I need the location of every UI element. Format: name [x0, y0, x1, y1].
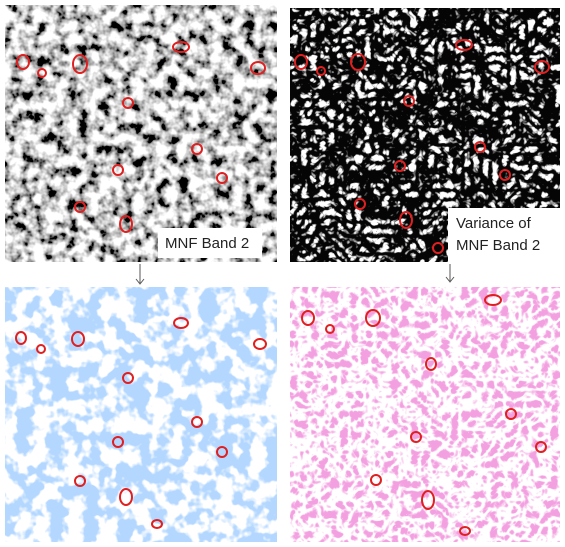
- panel-pink: [290, 287, 560, 542]
- panel-label: MNF Band 2: [165, 235, 249, 252]
- texture: [5, 287, 277, 542]
- texture: [5, 5, 277, 262]
- figure: MNF Band 2 Variance of MNF Band 2: [0, 0, 565, 547]
- panel-gray: MNF Band 2: [5, 5, 277, 262]
- panel-label: Variance of: [456, 215, 532, 232]
- panel-label: MNF Band 2: [456, 237, 540, 254]
- arrows: [136, 264, 454, 284]
- page: MNF Band 2 Variance of MNF Band 2: [0, 0, 565, 547]
- panel-blue: [5, 287, 277, 542]
- panel-dark: Variance of MNF Band 2: [290, 8, 560, 262]
